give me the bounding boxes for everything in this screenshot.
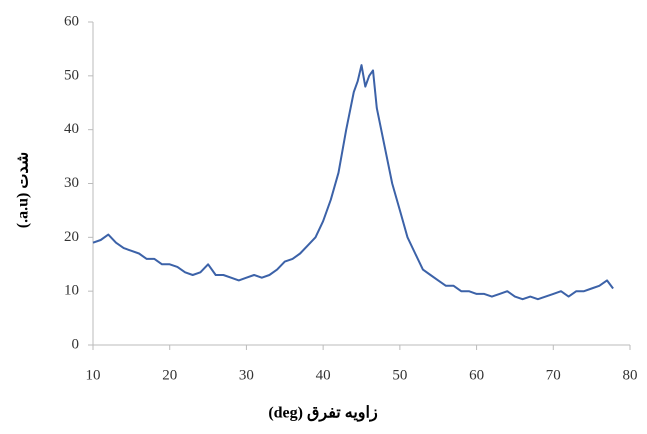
y-axis-title: شدت (a.u.) [15,152,32,228]
x-tick-label: 20 [162,367,177,383]
y-tick-label: 50 [64,67,79,83]
y-tick-label: 20 [64,229,79,245]
y-tick-label: 60 [64,13,79,29]
x-tick-label: 80 [623,367,638,383]
x-tick-label: 50 [392,367,407,383]
data-line [92,64,614,301]
x-tick-label: 10 [86,367,101,383]
y-tick-label: 0 [72,336,80,352]
x-tick-label: 40 [316,367,331,383]
y-tick-label: 10 [64,283,79,299]
x-tick-label: 70 [546,367,561,383]
x-tick-label: 60 [469,367,484,383]
y-tick-label: 40 [64,121,79,137]
x-axis-title: زاویه تفرق (deg) [268,405,378,423]
y-tick-label: 30 [64,175,79,191]
x-tick-label: 30 [239,367,254,383]
